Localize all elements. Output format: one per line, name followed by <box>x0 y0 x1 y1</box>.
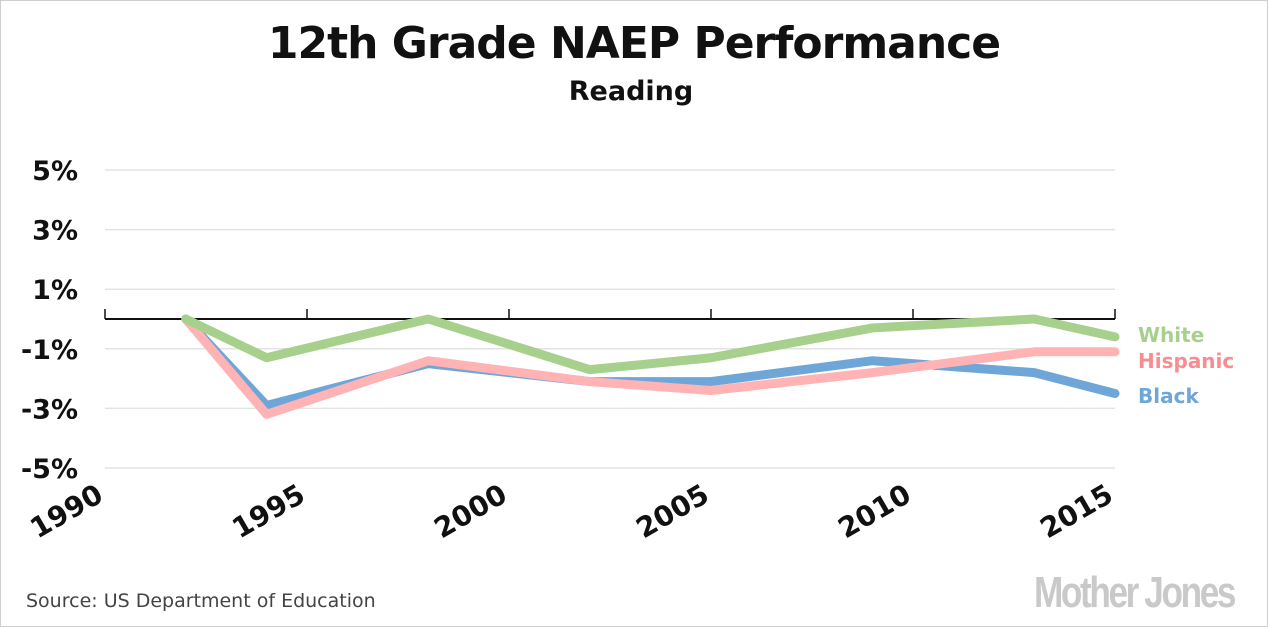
y-tick-label: 3% <box>32 216 78 247</box>
legend-label-black: Black <box>1138 384 1199 408</box>
y-tick-label: -5% <box>21 454 78 485</box>
x-tick-label: 1990 <box>25 477 109 545</box>
x-tick-label: 2000 <box>429 477 513 545</box>
y-tick-label: -3% <box>21 394 78 425</box>
x-tick-label: 2010 <box>833 477 917 545</box>
legend-label-hispanic: Hispanic <box>1138 349 1234 373</box>
x-tick-label: 2005 <box>631 477 715 545</box>
y-tick-label: -1% <box>21 335 78 366</box>
source-note: Source: US Department of Education <box>26 590 376 612</box>
chart-subtitle: Reading <box>568 76 694 107</box>
series-line-white <box>181 314 1120 375</box>
y-tick-label: 5% <box>32 156 78 187</box>
chart-title: 12th Grade NAEP Performance <box>267 18 1001 69</box>
legend-label-white: White <box>1138 323 1204 347</box>
y-tick-label: 1% <box>32 275 78 306</box>
mother-jones-logo: Mother Jones <box>1033 568 1236 617</box>
x-tick-label: 1995 <box>227 477 311 545</box>
series-line-hispanic <box>181 314 1120 419</box>
x-tick-label: 2015 <box>1035 477 1119 545</box>
